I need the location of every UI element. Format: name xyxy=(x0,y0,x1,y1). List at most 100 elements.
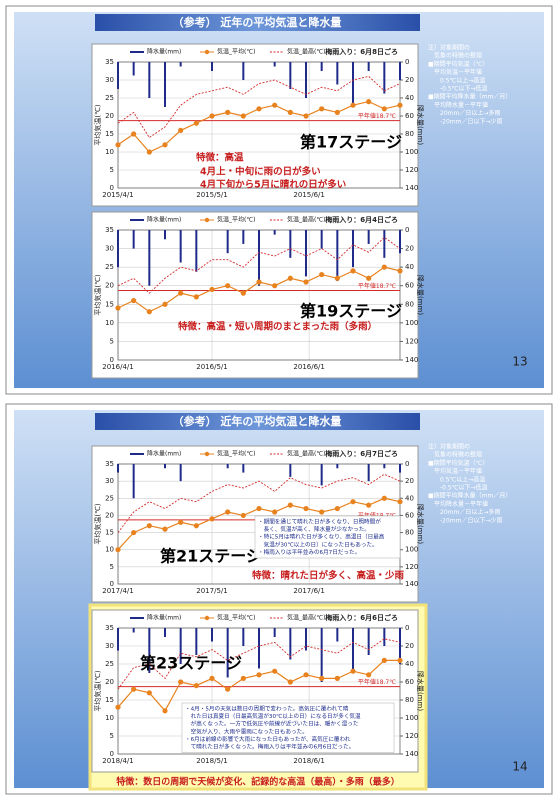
avg-temp-point xyxy=(303,672,309,678)
page-number: 14 xyxy=(512,760,527,774)
precip-bar xyxy=(148,230,151,286)
feature-text: 特徴：高温 xyxy=(196,152,244,164)
avg-temp-point xyxy=(178,290,184,296)
avg-temp-point xyxy=(209,675,215,682)
rainy-season: 梅雨入り：6月7日ごろ xyxy=(325,449,398,458)
avg-temp-point xyxy=(366,99,372,105)
precip-bar xyxy=(226,628,229,678)
avg-temp-point xyxy=(178,519,184,525)
y-tick-label: 15 xyxy=(105,529,114,537)
y-tick-label: 5 xyxy=(110,337,114,345)
precip-bar xyxy=(273,62,276,67)
feature-text: 4月上・中旬に雨の日が多い xyxy=(200,166,321,178)
precip-bar xyxy=(289,464,292,477)
y-tick-label: 0 xyxy=(110,580,114,588)
y-tick-label: 0 xyxy=(110,184,114,192)
avg-temp-point xyxy=(287,502,293,508)
legend-label: 降水量(mm) xyxy=(147,216,181,224)
y2-tick-label: 20 xyxy=(405,76,414,84)
legend-swatch xyxy=(204,451,210,457)
precip-bar xyxy=(132,464,135,499)
stage-label: 第19ステージ xyxy=(300,302,402,321)
y2-tick-label: 40 xyxy=(405,263,414,271)
normal-label: 平年値18.7℃ xyxy=(358,112,396,120)
avg-temp-point xyxy=(193,683,199,689)
x-tick-label: 2018/6/1 xyxy=(293,757,324,765)
y-tick-label: 20 xyxy=(105,112,114,120)
avg-temp-point xyxy=(240,675,246,682)
precip-bar xyxy=(320,628,323,682)
avg-temp-point xyxy=(287,275,293,281)
y-tick-label: 5 xyxy=(110,563,114,571)
y2-tick-label: 0 xyxy=(405,624,409,632)
avg-temp-point xyxy=(115,305,121,311)
avg-temp-point xyxy=(131,297,137,304)
avg-temp-point xyxy=(350,499,356,505)
y-tick-label: 30 xyxy=(105,642,114,650)
note-line: 注）対象期間の xyxy=(428,44,470,52)
avg-temp-point xyxy=(225,509,231,515)
y-tick-label: 35 xyxy=(105,624,114,632)
y2-tick-label: 120 xyxy=(405,166,418,174)
avg-temp-point xyxy=(319,509,325,515)
feature-text: 4月下旬から5月に晴れの日が多い xyxy=(200,179,346,191)
remark-line: 長く、気温が高く、降水量が少なかった。 xyxy=(258,525,370,533)
remark-line: 空気が入り、大雨や雷雨になった日もあった。 xyxy=(185,727,308,735)
avg-temp-point xyxy=(397,499,403,505)
max-temp-line xyxy=(117,638,401,690)
x-tick-label: 2017/5/1 xyxy=(196,587,227,595)
x-tick-label: 2018/4/1 xyxy=(102,757,133,765)
precip-bar xyxy=(117,230,119,268)
avg-temp-point xyxy=(178,127,184,133)
max-temp-line xyxy=(117,473,401,533)
y-tick-label: 5 xyxy=(110,166,114,174)
legend-swatch xyxy=(204,217,210,223)
remark-line: が高くなった。一方で低気圧や前線が近づいた日は、暖かく湿った xyxy=(185,720,359,728)
precip-bar xyxy=(352,628,354,673)
precip-bar xyxy=(164,230,166,240)
legend-label: 気温_最高(℃) xyxy=(287,216,325,224)
y-tick-label: 15 xyxy=(105,300,114,308)
y-tick-label: 10 xyxy=(105,714,114,722)
avg-temp-point xyxy=(225,109,231,115)
note-line: 気象の特徴の整理 xyxy=(428,52,482,60)
chart-panel xyxy=(91,43,419,207)
precip-bar xyxy=(164,62,166,107)
y2-tick-label: 100 xyxy=(405,319,418,327)
legend-label: 気温_最高(℃) xyxy=(287,450,325,458)
legend-swatch xyxy=(130,617,144,619)
precip-bar xyxy=(195,628,198,655)
y2-tick-label: 20 xyxy=(405,642,414,650)
x-tick-label: 2016/5/1 xyxy=(196,363,227,371)
note-line: 注）対象期間の xyxy=(428,443,470,451)
remark-line: ・期間を通じて晴れた日が多くなり、日照時間が xyxy=(258,518,381,526)
x-tick-label: 2017/6/1 xyxy=(293,587,324,595)
remark-line: ・梅雨入りは平年並みの6月7日だった。 xyxy=(258,548,360,556)
y-tick-label: 0 xyxy=(110,356,114,364)
avg-temp-point xyxy=(256,106,262,112)
precip-bar xyxy=(336,628,339,642)
rainy-season: 梅雨入り：6月8日ごろ xyxy=(325,47,398,56)
remark-line: て晴れた日が多くなった。梅雨入りは平年並みの6月6日だった。 xyxy=(185,743,354,751)
avg-temp-point xyxy=(240,512,246,519)
note-line: 平均気温－平年値 xyxy=(428,467,482,475)
max-temp-line xyxy=(117,236,401,294)
avg-temp-point xyxy=(115,142,121,148)
avg-temp-point xyxy=(162,301,168,307)
precip-bar xyxy=(320,62,323,71)
max-temp-line xyxy=(117,75,401,139)
y2-tick-label: 60 xyxy=(405,678,414,686)
stage-label: 第21ステージ xyxy=(160,547,262,566)
y-tick-label: 25 xyxy=(105,94,114,102)
avg-temp-point xyxy=(334,675,340,682)
remark-line: ・特に5月は晴れた日が多くなり、高温日（日最高 xyxy=(258,533,385,541)
y-tick-label: 10 xyxy=(105,148,114,156)
y-tick-label: 20 xyxy=(105,282,114,290)
avg-temp-point xyxy=(193,120,199,126)
remark-line: 気温が30℃以上の日）になった日もあった。 xyxy=(258,540,378,548)
avg-temp-point xyxy=(397,268,403,274)
avg-temp-point xyxy=(256,505,262,512)
avg-temp-point xyxy=(131,131,137,137)
avg-temp-point xyxy=(381,495,387,501)
chart-panel xyxy=(91,211,419,379)
